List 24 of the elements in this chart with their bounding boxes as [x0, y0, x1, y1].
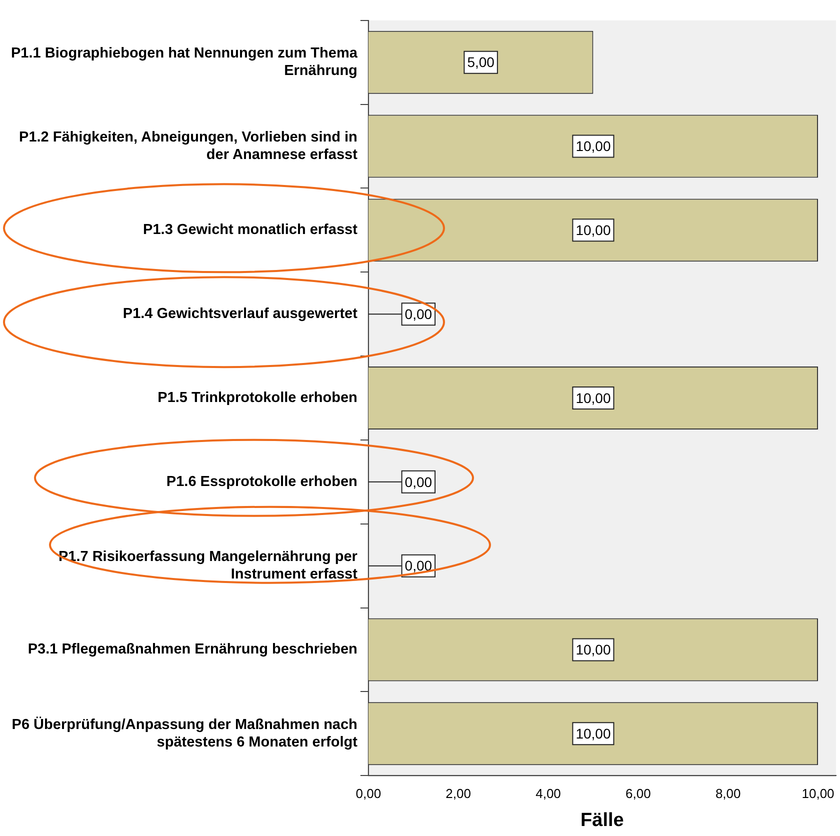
- y-tick-label: P1.4 Gewichtsverlauf ausgewertet: [122, 306, 358, 322]
- y-tick-label: P1.1 Biographiebogen hat Nennungen zum Thema Ernährung: [11, 46, 358, 80]
- data-label: 10,00: [576, 642, 611, 658]
- data-label: 10,00: [576, 726, 611, 742]
- x-tick-label: 6,00: [626, 786, 651, 801]
- data-label: 10,00: [576, 222, 611, 238]
- x-tick-label: 10,00: [802, 786, 834, 801]
- data-label: 10,00: [576, 390, 611, 406]
- data-label: 5,00: [467, 54, 495, 70]
- y-tick-label: P1.6 Essprotokolle erhoben: [166, 474, 358, 490]
- data-label: 0,00: [404, 306, 432, 322]
- y-tick-label: P1.5 Trinkprotokolle erhoben: [158, 390, 358, 406]
- x-tick-label: 4,00: [536, 786, 561, 801]
- x-tick-label: 0,00: [356, 786, 382, 801]
- x-tick-label: 8,00: [715, 786, 741, 801]
- data-label: 10,00: [576, 138, 611, 154]
- data-label: 0,00: [404, 474, 432, 490]
- x-axis-title: Fälle: [580, 810, 624, 831]
- y-tick-label: P1.2 Fähigkeiten, Abneigungen, Vorlieben sind in der Anamnese erfasst: [19, 130, 358, 163]
- data-label: 0,00: [404, 558, 432, 574]
- x-tick-label: 2,00: [446, 786, 471, 801]
- y-tick-label: P6 Überprüfung/Anpassung der Maßnahmen nach spätestens 6 Monaten erfolgt: [12, 716, 358, 750]
- y-tick-label: P1.3 Gewicht monatlich erfasst: [143, 222, 358, 238]
- y-tick-label: P3.1 Pflegemaßnahmen Ernährung beschrieben: [28, 642, 358, 658]
